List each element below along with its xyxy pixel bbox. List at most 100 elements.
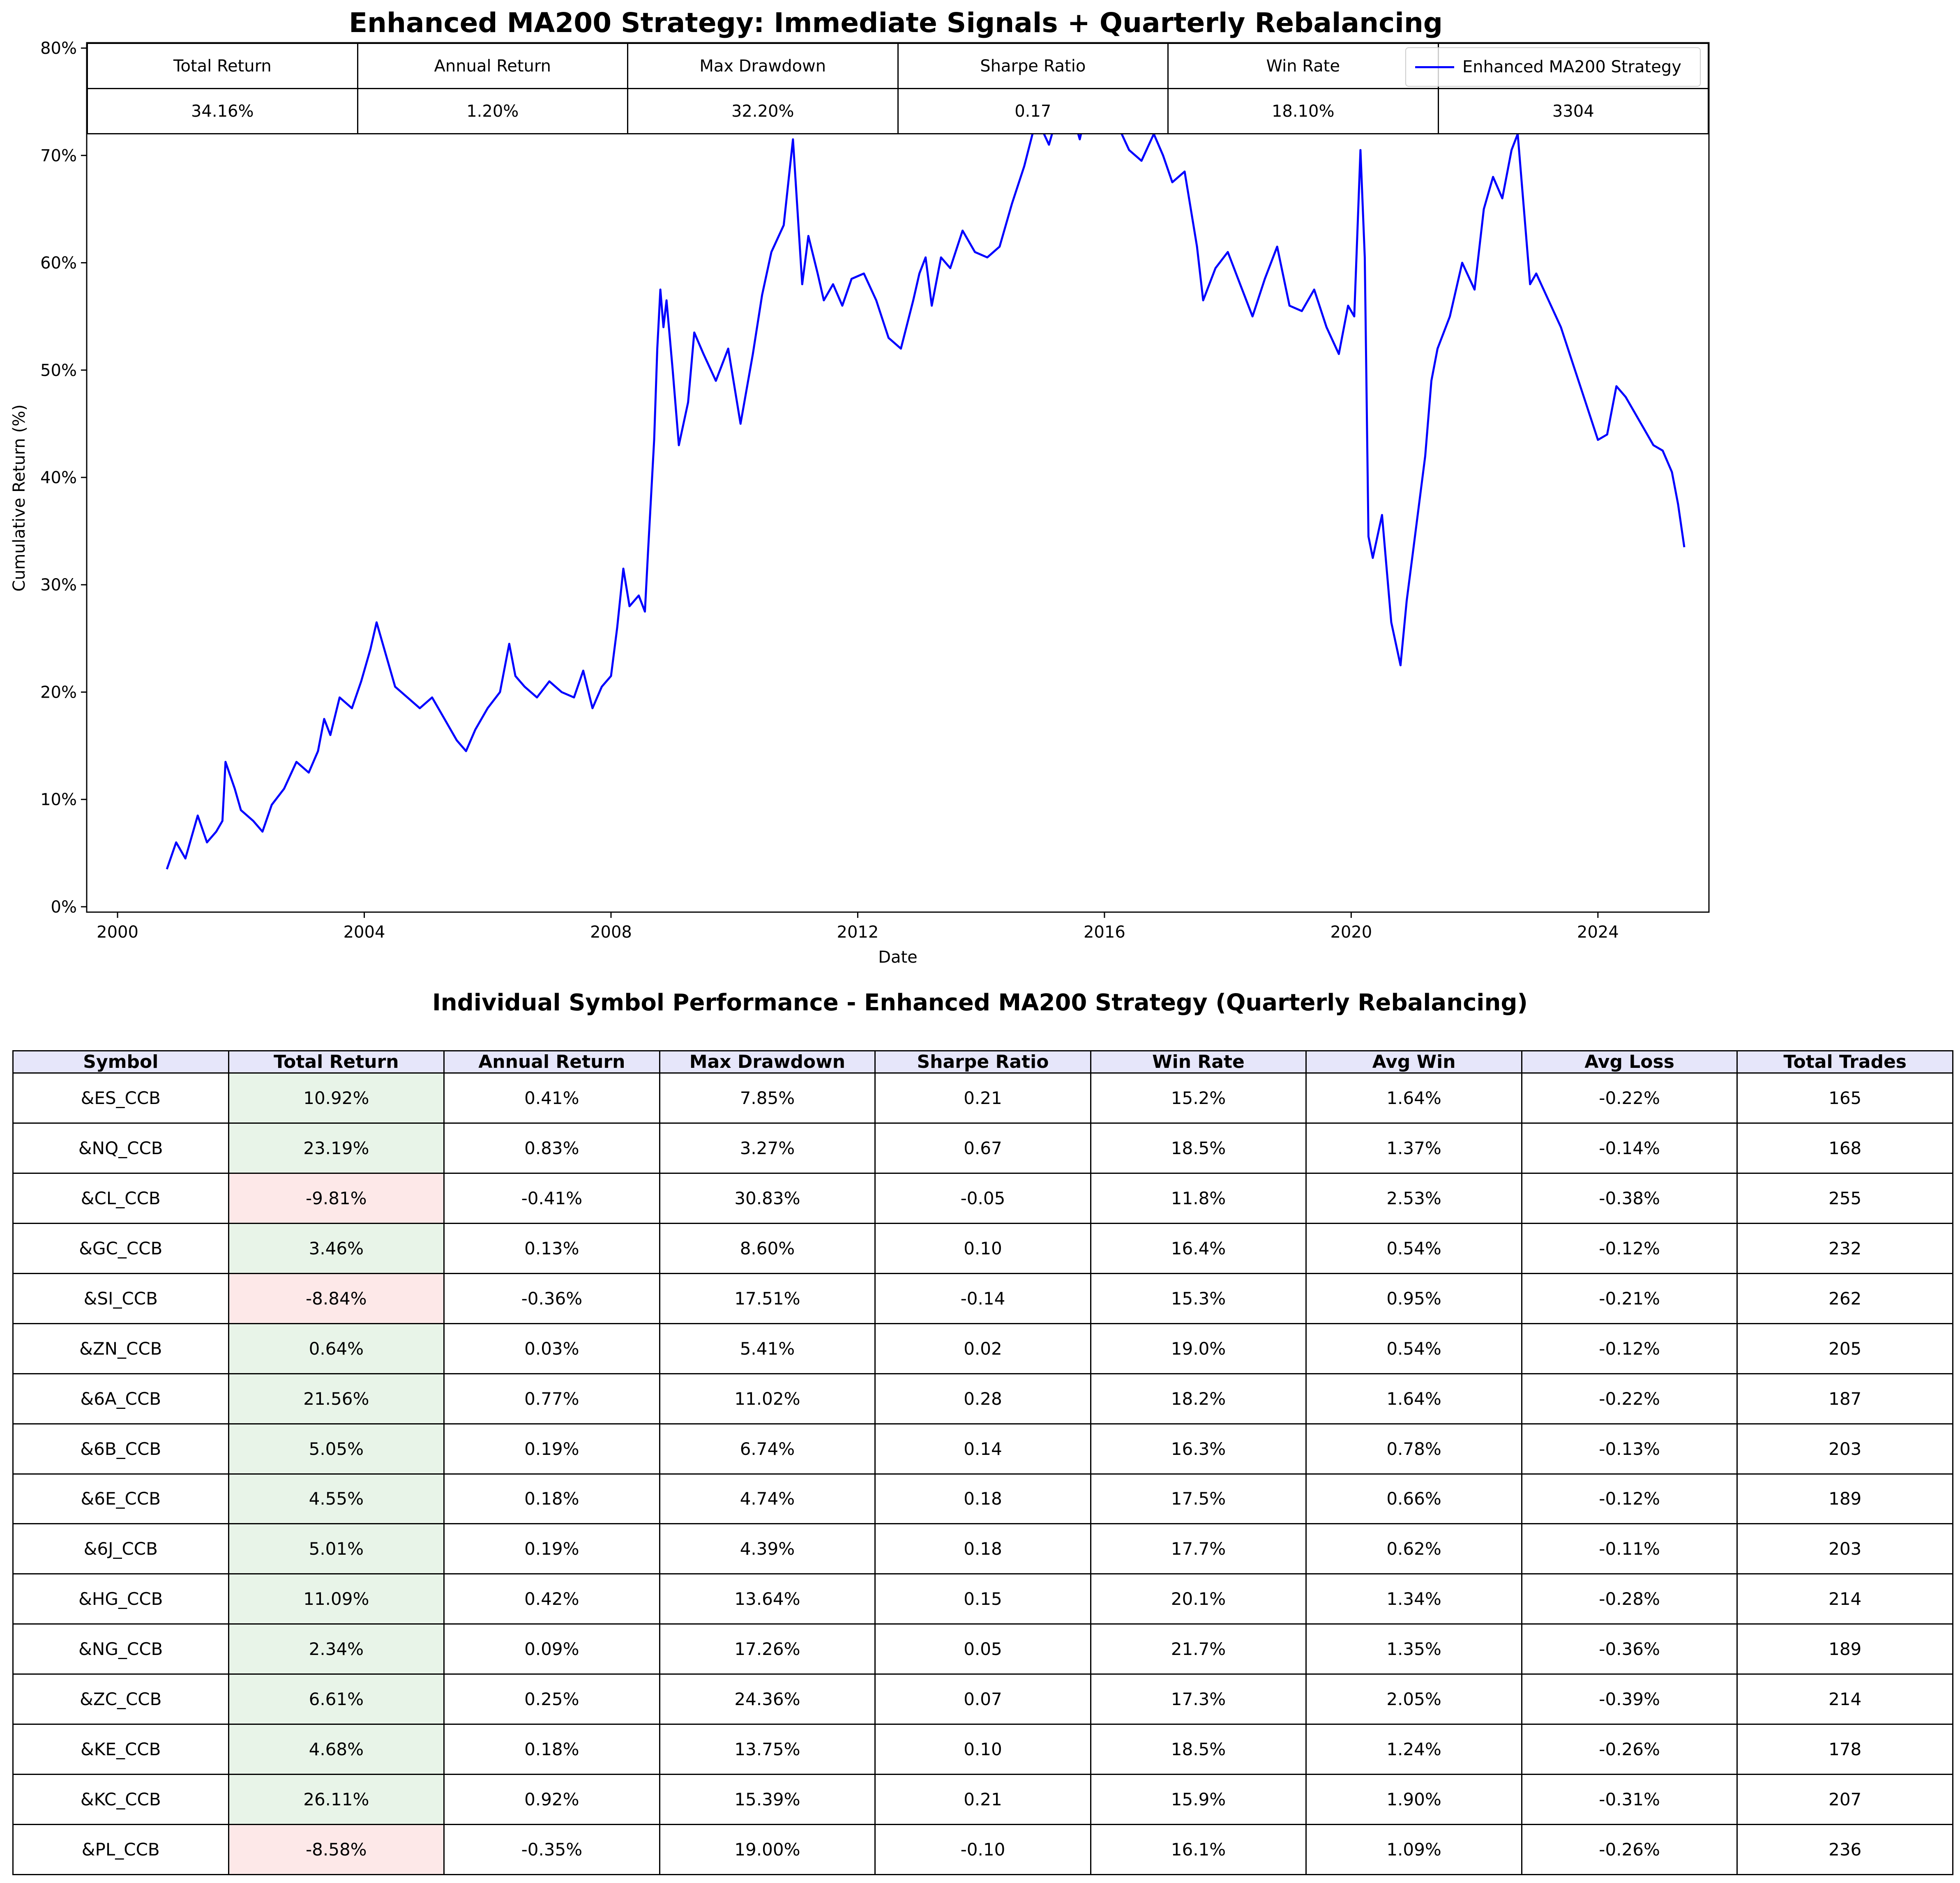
table-cell: 0.18% [443, 1473, 660, 1525]
summary-value-row: 34.16% 1.20% 32.20% 0.17 18.10% 3304 [87, 88, 1709, 134]
table-cell: -0.35% [443, 1824, 660, 1875]
table-cell: 0.41% [443, 1072, 660, 1124]
symbol-table-body: &ES_CCB 10.92% 0.41% 7.85% 0.21 15.2% 1.64% -0.… [12, 1072, 1953, 1875]
table-cell: 11.02% [659, 1373, 876, 1424]
table-cell: 0.92% [443, 1774, 660, 1825]
table-cell: -0.22% [1521, 1373, 1738, 1424]
table-cell: 178 [1736, 1724, 1953, 1775]
table-cell: &6B_CCB [12, 1423, 229, 1475]
summary-header-cell: Total Return [87, 43, 358, 89]
table-cell: 214 [1736, 1673, 1953, 1725]
symbol-table-header-row: Symbol Total Return Annual Return Max Drawd… [12, 1050, 1953, 1074]
table-cell: 189 [1736, 1623, 1953, 1675]
table-cell: -0.05 [874, 1172, 1091, 1224]
table-cell: 4.39% [659, 1523, 876, 1575]
table-cell: 0.77% [443, 1373, 660, 1424]
column-header: Avg Win [1305, 1050, 1522, 1074]
table-cell: -0.26% [1521, 1724, 1738, 1775]
table-row: &6E_CCB 4.55% 0.18% 4.74% 0.18 17.5% 0.66% -0.1… [12, 1473, 1953, 1525]
summary-value-cell: 32.20% [627, 88, 899, 134]
table-row: &ES_CCB 10.92% 0.41% 7.85% 0.21 15.2% 1.64% -0.… [12, 1072, 1953, 1124]
table-cell: 2.53% [1305, 1172, 1522, 1224]
table-cell: -0.22% [1521, 1072, 1738, 1124]
table-cell: -0.28% [1521, 1573, 1738, 1625]
table-cell: 6.74% [659, 1423, 876, 1475]
table-cell: -0.21% [1521, 1272, 1738, 1324]
table-cell: 0.15 [874, 1573, 1091, 1625]
table-cell: 0.83% [443, 1122, 660, 1174]
y-tick-label: 30% [40, 576, 77, 595]
summary-value-cell: 18.10% [1167, 88, 1439, 134]
table-cell: 17.7% [1090, 1523, 1307, 1575]
table-cell: -0.13% [1521, 1423, 1738, 1475]
column-header: Win Rate [1090, 1050, 1307, 1074]
table-cell: &NQ_CCB [12, 1122, 229, 1174]
table-cell: 2.34% [228, 1623, 445, 1675]
table-cell: &ZN_CCB [12, 1323, 229, 1374]
table-cell: 4.74% [659, 1473, 876, 1525]
table-cell: 0.19% [443, 1423, 660, 1475]
y-tick-label: 70% [40, 146, 77, 165]
table-cell: 23.19% [228, 1122, 445, 1174]
table-cell: -0.26% [1521, 1824, 1738, 1875]
table-cell: -0.12% [1521, 1473, 1738, 1525]
table-cell: 0.19% [443, 1523, 660, 1575]
table-cell: &KE_CCB [12, 1724, 229, 1775]
x-tick-label: 2004 [344, 923, 385, 942]
table-cell: &HG_CCB [12, 1573, 229, 1625]
column-header: Sharpe Ratio [874, 1050, 1091, 1074]
table-cell: 13.75% [659, 1724, 876, 1775]
table-cell: 16.1% [1090, 1824, 1307, 1875]
y-tick-label: 10% [40, 791, 77, 809]
table-cell: 236 [1736, 1824, 1953, 1875]
table-cell: -0.12% [1521, 1323, 1738, 1374]
table-cell: -8.84% [228, 1272, 445, 1324]
table-row: &6J_CCB 5.01% 0.19% 4.39% 0.18 17.7% 0.62% -0.1… [12, 1523, 1953, 1575]
table-cell: 0.64% [228, 1323, 445, 1374]
column-header: Total Return [228, 1050, 445, 1074]
table-cell: &PL_CCB [12, 1824, 229, 1875]
table-cell: &NG_CCB [12, 1623, 229, 1675]
table-cell: &6A_CCB [12, 1373, 229, 1424]
table-cell: 18.5% [1090, 1724, 1307, 1775]
table-cell: 0.07 [874, 1673, 1091, 1725]
table-cell: 0.18 [874, 1473, 1091, 1525]
table-cell: 0.14 [874, 1423, 1091, 1475]
table-cell: -8.58% [228, 1824, 445, 1875]
table-cell: 0.95% [1305, 1272, 1522, 1324]
table-cell: 0.03% [443, 1323, 660, 1374]
table-cell: 203 [1736, 1523, 1953, 1575]
table-cell: 4.55% [228, 1473, 445, 1525]
table-cell: -0.36% [1521, 1623, 1738, 1675]
table-cell: 0.18% [443, 1724, 660, 1775]
table-cell: 17.5% [1090, 1473, 1307, 1525]
table-cell: 0.21 [874, 1072, 1091, 1124]
table-cell: 17.3% [1090, 1673, 1307, 1725]
table-cell: 8.60% [659, 1222, 876, 1274]
summary-header-row: Total Return Annual Return Max Drawdown … [87, 43, 1709, 89]
table-cell: 1.24% [1305, 1724, 1522, 1775]
table-cell: -9.81% [228, 1172, 445, 1224]
summary-header-cell: Max Drawdown [627, 43, 899, 89]
table-cell: &SI_CCB [12, 1272, 229, 1324]
table-cell: -0.36% [443, 1272, 660, 1324]
table-row: &GC_CCB 3.46% 0.13% 8.60% 0.10 16.4% 0.54% -0.1… [12, 1222, 1953, 1274]
table-cell: 1.09% [1305, 1824, 1522, 1875]
table-row: &KC_CCB 26.11% 0.92% 15.39% 0.21 15.9% 1.90% -0… [12, 1774, 1953, 1825]
table-cell: -0.14% [1521, 1122, 1738, 1174]
table-row: &6B_CCB 5.05% 0.19% 6.74% 0.14 16.3% 0.78% -0.1… [12, 1423, 1953, 1475]
table-cell: 1.37% [1305, 1122, 1522, 1174]
table-cell: 11.8% [1090, 1172, 1307, 1224]
table-cell: 262 [1736, 1272, 1953, 1324]
table-cell: 0.62% [1305, 1523, 1522, 1575]
table-cell: -0.11% [1521, 1523, 1738, 1575]
y-tick-label: 20% [40, 683, 77, 702]
cumulative-return-chart: Enhanced MA200 Strategy: Immediate Signa… [10, 7, 1710, 967]
table-cell: -0.12% [1521, 1222, 1738, 1274]
summary-header-cell: Annual Return [357, 43, 628, 89]
symbol-performance-table: Symbol Total Return Annual Return Max Drawd… [12, 1050, 1953, 1875]
table-cell: 0.21 [874, 1774, 1091, 1825]
y-tick-label: 0% [51, 898, 77, 917]
table-row: &ZC_CCB 6.61% 0.25% 24.36% 0.07 17.3% 2.05% -0.… [12, 1673, 1953, 1725]
table-cell: &ZC_CCB [12, 1673, 229, 1725]
